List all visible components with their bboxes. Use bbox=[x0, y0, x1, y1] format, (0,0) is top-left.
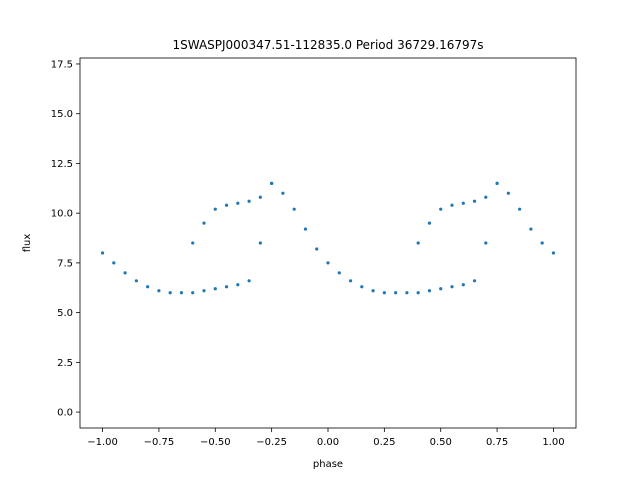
data-point bbox=[416, 241, 420, 245]
data-point bbox=[540, 241, 544, 245]
data-point bbox=[394, 291, 398, 295]
x-tick-label: 0.25 bbox=[373, 437, 395, 448]
data-point bbox=[439, 207, 443, 211]
x-tick-label: 0.00 bbox=[317, 437, 339, 448]
data-point bbox=[247, 199, 251, 203]
y-tick-label: 5.0 bbox=[57, 308, 73, 319]
data-point bbox=[427, 221, 432, 225]
data-point bbox=[224, 285, 229, 289]
data-point bbox=[123, 271, 127, 275]
data-point bbox=[134, 279, 138, 283]
y-axis-ticks: 0.0 2.5 5.0 7.5 10.0 12.5 15.0 17.5 bbox=[51, 59, 80, 419]
data-point bbox=[518, 207, 522, 211]
data-point bbox=[258, 195, 262, 199]
data-points bbox=[100, 181, 556, 295]
y-tick-label: 7.5 bbox=[57, 258, 73, 269]
data-point bbox=[360, 285, 364, 289]
data-point bbox=[213, 207, 217, 211]
data-point bbox=[439, 287, 443, 291]
y-tick-label: 2.5 bbox=[57, 358, 73, 369]
data-point bbox=[157, 289, 161, 293]
data-point bbox=[405, 291, 409, 295]
data-point bbox=[191, 291, 195, 295]
data-point bbox=[258, 241, 262, 245]
x-tick-label: −0.25 bbox=[256, 437, 287, 448]
data-point bbox=[461, 283, 465, 287]
data-point bbox=[461, 201, 465, 205]
data-point bbox=[495, 181, 499, 185]
data-point bbox=[146, 285, 150, 289]
data-point bbox=[529, 227, 533, 231]
data-point bbox=[506, 191, 510, 195]
y-axis-label: flux bbox=[22, 234, 33, 253]
data-point bbox=[371, 289, 375, 293]
y-tick-label: 17.5 bbox=[51, 59, 73, 70]
data-point bbox=[112, 261, 116, 265]
data-point bbox=[224, 203, 229, 207]
chart-title: 1SWASPJ000347.51-112835.0 Period 36729.1… bbox=[172, 38, 483, 52]
data-point bbox=[292, 207, 296, 211]
data-point bbox=[450, 285, 454, 289]
data-point bbox=[551, 251, 556, 255]
data-point bbox=[348, 279, 353, 283]
y-tick-label: 10.0 bbox=[51, 209, 73, 220]
data-point bbox=[247, 279, 251, 283]
x-tick-label: 0.50 bbox=[430, 437, 452, 448]
data-point bbox=[236, 283, 240, 287]
data-point bbox=[270, 181, 274, 185]
data-point bbox=[326, 261, 330, 265]
x-tick-label: −0.50 bbox=[200, 437, 231, 448]
data-point bbox=[484, 241, 488, 245]
data-point bbox=[450, 203, 454, 207]
data-point bbox=[472, 199, 477, 203]
data-point bbox=[213, 287, 217, 291]
x-tick-label: 1.00 bbox=[542, 437, 564, 448]
data-point bbox=[303, 227, 308, 231]
data-point bbox=[100, 251, 105, 255]
data-point bbox=[191, 241, 195, 245]
data-point bbox=[484, 195, 488, 199]
x-axis-ticks: −1.00 −0.75 −0.50 −0.25 0.00 0.25 0.50 0.75 1.00 bbox=[87, 428, 565, 448]
data-point bbox=[281, 191, 285, 195]
data-point bbox=[416, 291, 420, 295]
x-tick-label: −0.75 bbox=[144, 437, 175, 448]
y-tick-label: 0.0 bbox=[57, 408, 73, 419]
data-point bbox=[236, 201, 240, 205]
data-point bbox=[337, 271, 341, 275]
data-point bbox=[472, 279, 477, 283]
data-point bbox=[315, 247, 319, 251]
data-point bbox=[202, 221, 206, 225]
data-point bbox=[427, 289, 432, 293]
y-tick-label: 12.5 bbox=[51, 159, 73, 170]
x-tick-label: 0.75 bbox=[486, 437, 508, 448]
x-axis-label: phase bbox=[313, 459, 343, 470]
y-tick-label: 15.0 bbox=[51, 109, 73, 120]
data-point bbox=[202, 289, 206, 293]
x-tick-label: −1.00 bbox=[87, 437, 118, 448]
data-point bbox=[168, 291, 172, 295]
data-point bbox=[179, 291, 184, 295]
data-point bbox=[382, 291, 386, 295]
